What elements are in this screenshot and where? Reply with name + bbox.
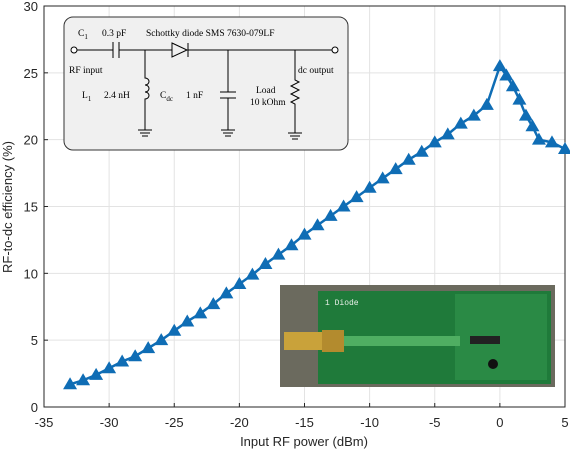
marker [401, 152, 416, 165]
plot-frame [43, 5, 566, 408]
x-tick-label: 0 [496, 415, 503, 430]
capacitor [112, 42, 120, 58]
x-tick-label: -25 [165, 415, 184, 430]
label: C [78, 29, 84, 39]
marker [499, 68, 514, 81]
marker [128, 349, 143, 362]
terminal [331, 46, 339, 54]
marker [193, 306, 208, 319]
y-axis-label: RF-to-dc efficiency (%) [0, 141, 15, 273]
resistor [288, 50, 302, 140]
label: RF input [69, 66, 103, 76]
label: 1 nF [186, 91, 203, 101]
label: Schottky diode SMS 7630-079LF [146, 29, 275, 39]
label: dc output [298, 66, 334, 76]
marker [284, 238, 299, 251]
connector [284, 332, 324, 350]
component [470, 336, 500, 344]
x-tick-label: -5 [429, 415, 441, 430]
marker [518, 108, 533, 121]
label: 2.4 nH [104, 91, 130, 101]
marker [525, 119, 540, 132]
marker [336, 199, 351, 212]
marker [271, 247, 286, 260]
terminal [70, 46, 78, 54]
marker [479, 97, 494, 110]
y-tick-label: 15 [24, 200, 38, 215]
marker [492, 59, 507, 72]
marker [63, 377, 78, 390]
marker [154, 333, 169, 346]
label: Load [256, 86, 276, 96]
marker [297, 227, 312, 240]
marker [440, 127, 455, 140]
marker [206, 297, 221, 310]
circuit-inset: C1 0.3 pF Schottky diode SMS 7630-079LF … [63, 16, 349, 151]
marker [115, 354, 130, 367]
marker [512, 92, 527, 105]
connector [322, 330, 344, 352]
photo-label: 1 Diode [325, 299, 359, 308]
y-tick-label: 10 [24, 266, 38, 281]
x-tick-label: -10 [360, 415, 379, 430]
marker [141, 341, 156, 354]
label: L1 [82, 91, 92, 103]
pcb-ground [455, 294, 547, 380]
photo-inset: 1 Diode [280, 285, 555, 387]
x-tick-label: -20 [230, 415, 249, 430]
x-axis-label: Input RF power (dBm) [240, 434, 368, 449]
marker [310, 218, 325, 231]
x-tick-label: -15 [295, 415, 314, 430]
y-tick-label: 25 [24, 66, 38, 81]
label: dc [166, 95, 173, 103]
x-tick-label: 5 [561, 415, 568, 430]
marker [89, 367, 104, 380]
label: C1 [78, 29, 88, 41]
label: L [82, 91, 88, 101]
diode [171, 42, 189, 58]
y-tick-label: 5 [31, 333, 38, 348]
trace [340, 336, 460, 346]
capacitor [220, 50, 236, 137]
y-tick-label: 30 [24, 0, 38, 14]
marker [362, 180, 377, 193]
marker [258, 256, 273, 269]
component [488, 359, 498, 369]
label: Cdc [160, 91, 173, 103]
marker [505, 79, 520, 92]
x-tick-label: -30 [100, 415, 119, 430]
marker [76, 373, 91, 386]
marker [375, 171, 390, 184]
label: C [160, 91, 166, 101]
marker [544, 135, 559, 148]
marker [453, 116, 468, 129]
marker [219, 286, 234, 299]
marker [349, 190, 364, 203]
marker [531, 132, 546, 145]
y-tick-label: 0 [31, 400, 38, 415]
marker [167, 323, 182, 336]
x-tick-label: -35 [35, 415, 54, 430]
marker [466, 108, 481, 121]
label: 0.3 pF [102, 29, 126, 39]
marker [388, 162, 403, 175]
marker [180, 314, 195, 327]
marker [323, 208, 338, 221]
label: 1 [84, 33, 88, 41]
marker [245, 267, 260, 280]
marker [558, 142, 570, 155]
inductor [138, 50, 152, 137]
marker [414, 144, 429, 157]
marker [427, 135, 442, 148]
marker [102, 361, 117, 374]
y-tick-label: 20 [24, 133, 38, 148]
label: 1 [88, 95, 92, 103]
marker [232, 277, 247, 290]
label: 10 kOhm [250, 98, 286, 108]
